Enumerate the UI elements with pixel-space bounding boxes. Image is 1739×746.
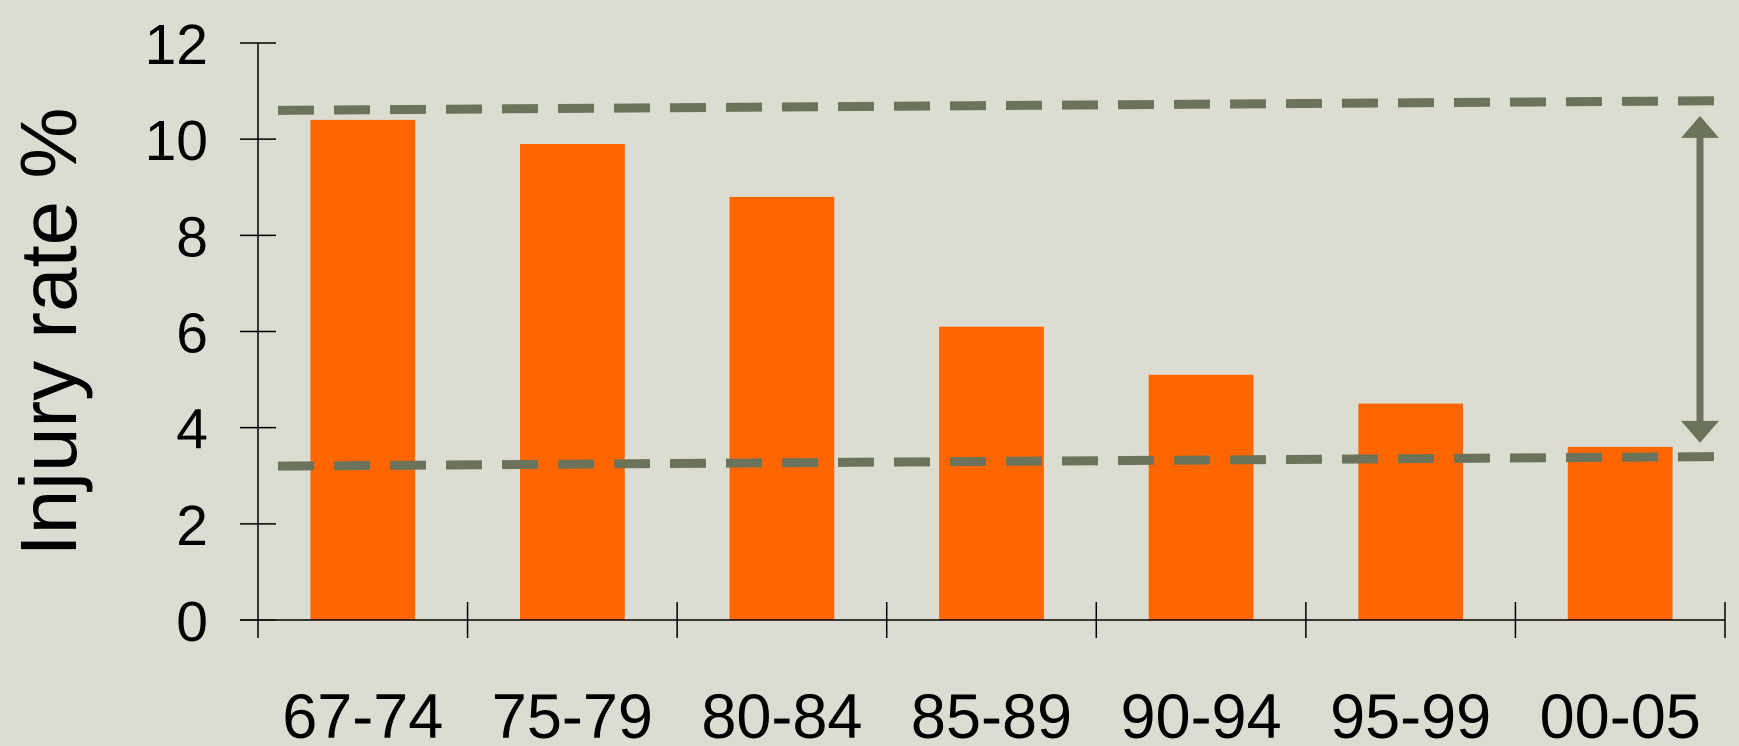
bar-95-99	[1358, 403, 1464, 620]
y-tick-label: 0	[176, 590, 208, 654]
bar-85-89	[939, 326, 1044, 620]
y-tick-label: 4	[176, 398, 208, 462]
x-category-label: 67-74	[282, 682, 443, 746]
axes	[240, 42, 1726, 638]
range-arrow-head-down	[1681, 420, 1719, 443]
y-tick-labels: 0 2 4 6 8 10 12	[145, 13, 208, 654]
y-tick-label: 10	[145, 109, 208, 173]
reference-dashed-line	[277, 452, 1731, 471]
bar-90-94	[1148, 374, 1254, 620]
x-category-labels: 67-74 75-79 80-84 85-89 90-94 95-99 00-05	[282, 682, 1701, 746]
reference-lines	[277, 96, 1731, 471]
bar-80-84	[729, 196, 835, 620]
range-arrow-head-up	[1681, 115, 1719, 138]
y-axis-title: Injury rate %	[4, 107, 93, 556]
y-tick-label: 2	[176, 494, 208, 558]
x-category-label: 85-89	[911, 682, 1072, 746]
x-category-label: 95-99	[1330, 682, 1491, 746]
x-category-label: 80-84	[701, 682, 862, 746]
reference-dashed-line	[277, 96, 1731, 115]
y-tick-label: 8	[176, 205, 208, 269]
x-category-label: 00-05	[1540, 682, 1701, 746]
x-category-label: 75-79	[492, 682, 653, 746]
y-tick-label: 6	[176, 302, 208, 366]
bar-00-05	[1567, 446, 1673, 620]
bar-67-74	[310, 119, 416, 621]
bars	[310, 119, 1673, 621]
bar-75-79	[520, 144, 625, 620]
x-category-label: 90-94	[1121, 682, 1282, 746]
y-tick-label: 12	[145, 13, 208, 77]
